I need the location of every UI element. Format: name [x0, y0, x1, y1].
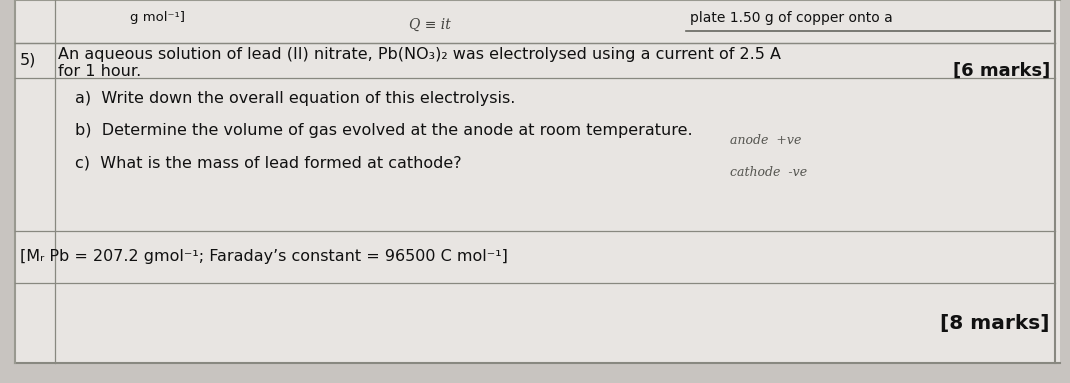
Text: [8 marks]: [8 marks]	[941, 314, 1050, 332]
Text: [6 marks]: [6 marks]	[952, 62, 1050, 80]
Text: plate 1.50 g of copper onto a: plate 1.50 g of copper onto a	[690, 11, 892, 25]
Text: Q ≡ it: Q ≡ it	[409, 18, 450, 32]
Text: [Mᵣ Pb = 207.2 gmol⁻¹; Faraday’s constant = 96500 C mol⁻¹]: [Mᵣ Pb = 207.2 gmol⁻¹; Faraday’s constan…	[20, 249, 508, 265]
Text: 5): 5)	[20, 52, 36, 67]
Text: anode  +ve: anode +ve	[730, 134, 801, 147]
Text: cathode  -ve: cathode -ve	[730, 167, 807, 180]
Text: for 1 hour.: for 1 hour.	[58, 64, 141, 79]
Text: An aqueous solution of lead (II) nitrate, Pb(NO₃)₂ was electrolysed using a curr: An aqueous solution of lead (II) nitrate…	[58, 47, 781, 62]
Polygon shape	[15, 0, 1060, 363]
Text: g mol⁻¹]: g mol⁻¹]	[129, 11, 185, 25]
Text: a)  Write down the overall equation of this electrolysis.: a) Write down the overall equation of th…	[75, 90, 516, 105]
Text: c)  What is the mass of lead formed at cathode?: c) What is the mass of lead formed at ca…	[75, 155, 461, 170]
Text: b)  Determine the volume of gas evolved at the anode at room temperature.: b) Determine the volume of gas evolved a…	[75, 123, 692, 139]
